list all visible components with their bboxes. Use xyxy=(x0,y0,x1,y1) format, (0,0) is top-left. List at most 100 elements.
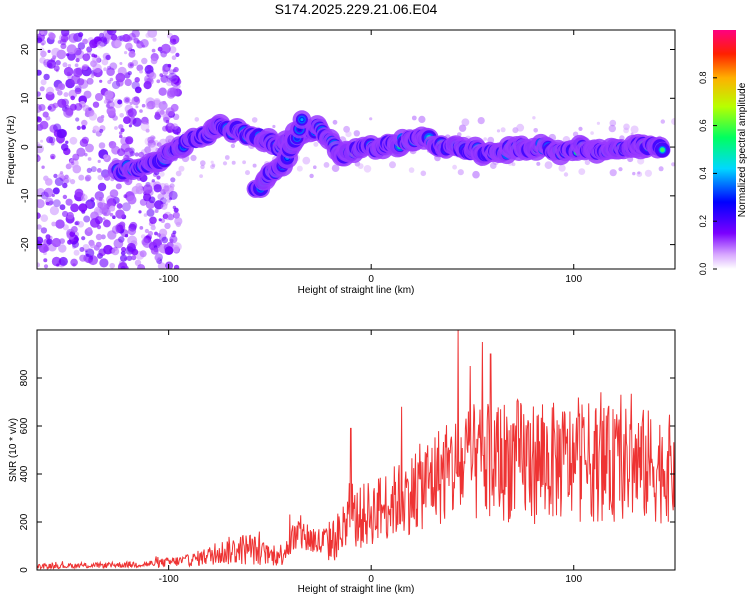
noise-speck xyxy=(119,134,123,139)
y-tick-label: -10 xyxy=(20,188,31,203)
snr-panel: -100 0 100 0 200 400 600 800 Height of straigh… xyxy=(8,329,676,595)
noise-speck xyxy=(178,165,185,172)
noise-speck xyxy=(103,99,108,104)
noise-speck xyxy=(160,197,167,205)
noise-speck xyxy=(146,208,155,217)
noise-speck xyxy=(114,40,122,48)
noise-speck xyxy=(163,185,170,192)
snr-line xyxy=(37,330,675,570)
snr-y-label: SNR (10 * v/v) xyxy=(8,418,19,482)
y-tick-label: -20 xyxy=(20,237,31,252)
noise-speck xyxy=(323,162,330,168)
noise-speck xyxy=(74,103,83,111)
noise-speck xyxy=(68,158,79,169)
x-tick-label: -100 xyxy=(159,274,179,285)
noise-speck xyxy=(164,246,174,255)
noise-speck xyxy=(461,118,470,127)
noise-speck xyxy=(168,190,178,200)
noise-speck xyxy=(452,164,457,170)
noise-speck xyxy=(141,103,146,108)
noise-speck xyxy=(43,264,49,269)
noise-speck xyxy=(609,169,617,177)
y-tick-label: 0 xyxy=(20,144,31,150)
noise-speck xyxy=(167,129,172,133)
noise-speck xyxy=(39,120,49,130)
noise-speck xyxy=(149,72,157,80)
noise-speck xyxy=(63,107,74,118)
noise-speck xyxy=(134,77,140,83)
noise-speck xyxy=(47,103,56,112)
noise-speck xyxy=(172,245,180,253)
noise-speck xyxy=(107,230,117,240)
noise-speck xyxy=(533,128,538,133)
noise-speck xyxy=(165,66,170,71)
noise-speck xyxy=(172,211,180,219)
noise-speck xyxy=(61,30,70,37)
noise-speck xyxy=(457,169,464,176)
noise-speck xyxy=(143,81,152,90)
noise-speck xyxy=(200,160,206,166)
noise-speck xyxy=(65,198,73,206)
noise-speck xyxy=(496,129,501,133)
noise-speck xyxy=(169,86,180,97)
noise-speck xyxy=(118,236,125,243)
noise-speck xyxy=(138,210,142,214)
noise-speck xyxy=(48,32,56,40)
noise-speck xyxy=(123,116,131,124)
noise-speck xyxy=(45,178,53,186)
noise-speck xyxy=(660,119,665,124)
noise-speck xyxy=(86,46,93,53)
noise-speck xyxy=(172,205,177,210)
noise-speck xyxy=(128,50,136,58)
noise-speck xyxy=(63,66,74,77)
noise-speck xyxy=(99,128,104,133)
noise-speck xyxy=(106,106,116,116)
noise-speck xyxy=(46,238,53,245)
noise-speck xyxy=(74,85,82,93)
noise-speck xyxy=(171,55,177,60)
noise-speck xyxy=(194,117,200,122)
noise-speck xyxy=(124,78,132,87)
noise-speck xyxy=(190,154,197,162)
noise-speck xyxy=(51,237,62,248)
noise-speck xyxy=(158,218,162,222)
noise-speck xyxy=(82,104,90,112)
noise-speck xyxy=(92,101,100,108)
noise-speck xyxy=(70,95,75,101)
noise-speck xyxy=(224,155,230,160)
noise-speck xyxy=(97,202,104,208)
spectrogram-blobs xyxy=(37,30,675,269)
noise-speck xyxy=(37,141,41,148)
noise-speck xyxy=(116,203,123,209)
noise-speck xyxy=(156,79,161,84)
noise-speck xyxy=(142,44,145,48)
noise-speck xyxy=(115,183,122,190)
noise-speck xyxy=(106,100,115,109)
noise-speck xyxy=(60,143,69,151)
noise-speck xyxy=(75,220,80,226)
x-tick-label: 0 xyxy=(368,274,374,285)
noise-speck xyxy=(544,161,553,170)
noise-speck xyxy=(173,66,179,73)
noise-speck xyxy=(69,136,78,145)
noise-speck xyxy=(81,64,88,71)
noise-speck xyxy=(118,124,124,130)
noise-speck xyxy=(113,238,124,249)
noise-speck xyxy=(116,224,124,232)
x-tick-label: 100 xyxy=(565,574,582,585)
noise-speck xyxy=(169,75,178,84)
noise-speck xyxy=(343,125,350,133)
noise-speck xyxy=(62,182,68,189)
noise-speck xyxy=(160,74,169,83)
noise-speck xyxy=(71,226,78,233)
noise-speck xyxy=(95,241,102,248)
noise-speck xyxy=(89,39,99,49)
noise-speck xyxy=(211,163,216,168)
noise-speck xyxy=(302,156,311,165)
noise-speck xyxy=(135,182,143,191)
noise-speck xyxy=(71,74,81,85)
noise-speck xyxy=(49,206,60,216)
noise-speck xyxy=(83,90,92,99)
spectrogram-x-ticks: -100 0 100 xyxy=(159,30,583,285)
noise-speck xyxy=(76,147,86,157)
